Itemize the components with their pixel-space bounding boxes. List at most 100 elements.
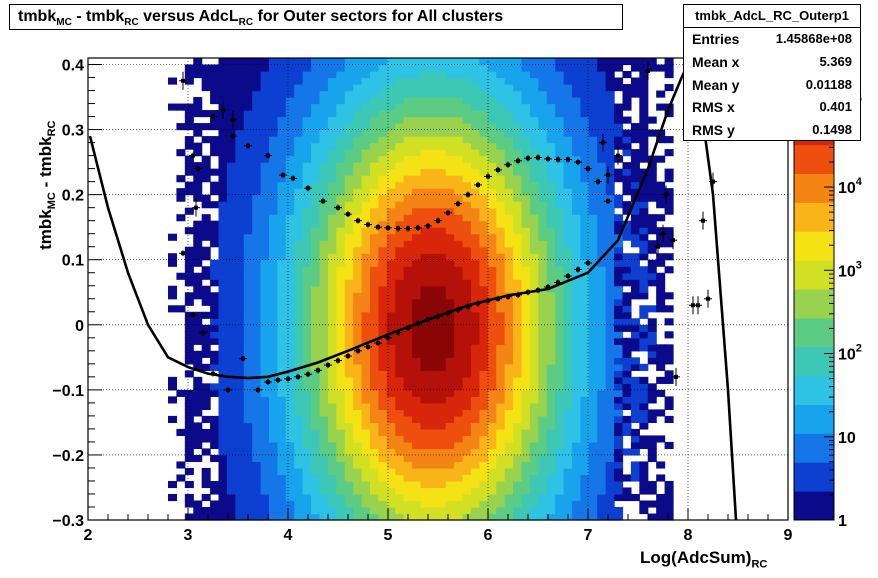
heatmap-cell [588, 240, 598, 248]
heatmap-cell [319, 155, 329, 163]
heatmap-cell [285, 506, 295, 515]
heatmap-cell [471, 84, 481, 92]
heatmap-cell [319, 415, 329, 423]
heatmap-cell [277, 285, 287, 293]
heatmap-cell [597, 181, 607, 189]
heatmap-cell [285, 350, 295, 358]
heatmap-cell [563, 233, 573, 241]
heatmap-cell [311, 155, 321, 163]
heatmap-cell [479, 142, 489, 150]
heatmap-cell [252, 97, 262, 105]
heatmap-cell [386, 292, 396, 300]
heatmap-cell [319, 461, 329, 469]
heatmap-cell [639, 467, 649, 476]
heatmap-cell [622, 428, 632, 437]
heatmap-cell [614, 279, 624, 287]
heatmap-cell [605, 240, 615, 248]
heatmap-cell [588, 506, 598, 515]
heatmap-cell [168, 415, 178, 423]
heatmap-cell [605, 201, 615, 209]
heatmap-cell [614, 474, 624, 482]
heatmap-cell [555, 396, 565, 404]
heatmap-cell [226, 64, 236, 72]
heatmap-cell [218, 513, 228, 521]
heatmap-cell [294, 376, 304, 384]
heatmap-cell [538, 441, 548, 450]
heatmap-cell [269, 207, 279, 215]
heatmap-cell [445, 168, 455, 176]
heatmap-cell [277, 402, 287, 410]
heatmap-cell [521, 253, 531, 261]
heatmap-cell [344, 168, 354, 176]
heatmap-cell [563, 506, 573, 515]
heatmap-cell [336, 344, 346, 352]
heatmap-cell [218, 461, 228, 469]
heatmap-cell [302, 298, 312, 306]
heatmap-cell [639, 155, 649, 163]
heatmap-cell [201, 506, 211, 515]
heatmap-cell [496, 305, 506, 313]
heatmap-cell [260, 129, 270, 137]
heatmap-cell [496, 285, 506, 293]
heatmap-cell [555, 448, 565, 456]
outlier-point [644, 62, 652, 81]
heatmap-cell [496, 175, 506, 183]
heatmap-cell [302, 487, 312, 495]
heatmap-cell [311, 266, 321, 274]
outlier-point [669, 231, 677, 250]
heatmap-cell [176, 194, 186, 202]
heatmap-cell [344, 474, 354, 482]
heatmap-cell [656, 409, 666, 417]
heatmap-cell [597, 350, 607, 358]
heatmap-cell [378, 188, 388, 196]
heatmap-cell [420, 435, 430, 443]
heatmap-cell [412, 272, 422, 280]
heatmap-cell [269, 136, 279, 144]
heatmap-cell [454, 168, 464, 176]
heatmap-cell [487, 90, 497, 98]
heatmap-cell [319, 331, 329, 339]
heatmap-cell [277, 331, 287, 339]
heatmap-cell [395, 246, 405, 254]
heatmap-cell [428, 90, 438, 98]
heatmap-cell [622, 142, 632, 150]
heatmap-cell [218, 409, 228, 417]
heatmap-cell [277, 240, 287, 248]
heatmap-cell [428, 259, 438, 267]
heatmap-cell [319, 493, 329, 502]
heatmap-cell [252, 318, 262, 326]
heatmap-cell [302, 259, 312, 267]
heatmap-cell [630, 201, 640, 209]
heatmap-cell [437, 71, 447, 79]
heatmap-cell [302, 396, 312, 404]
heatmap-cell [555, 487, 565, 495]
heatmap-cell [630, 168, 640, 176]
heatmap-cell [630, 259, 640, 267]
heatmap-cell [344, 311, 354, 319]
upper-profile-point [374, 224, 382, 231]
heatmap-cell [630, 279, 640, 287]
heatmap-cell [269, 259, 279, 267]
heatmap-cell [412, 279, 422, 287]
heatmap-cell [605, 467, 615, 476]
heatmap-cell [437, 422, 447, 430]
heatmap-cell [588, 311, 598, 319]
heatmap-cell [277, 415, 287, 423]
heatmap-cell [614, 357, 624, 365]
heatmap-cell [243, 272, 253, 280]
heatmap-cell [529, 441, 539, 450]
heatmap-cell [243, 454, 253, 463]
heatmap-cell [630, 337, 640, 345]
heatmap-cell [588, 337, 598, 345]
heatmap-cell [353, 331, 363, 339]
heatmap-cell [285, 337, 295, 345]
heatmap-cell [664, 175, 674, 183]
heatmap-cell [487, 506, 497, 515]
x-tick-label: 5 [384, 527, 393, 544]
heatmap-cell [572, 64, 582, 72]
heatmap-cell [496, 337, 506, 345]
heatmap-cell [580, 454, 590, 463]
heatmap-cell [546, 441, 556, 450]
heatmap-cell [428, 350, 438, 358]
heatmap-cell [311, 331, 321, 339]
